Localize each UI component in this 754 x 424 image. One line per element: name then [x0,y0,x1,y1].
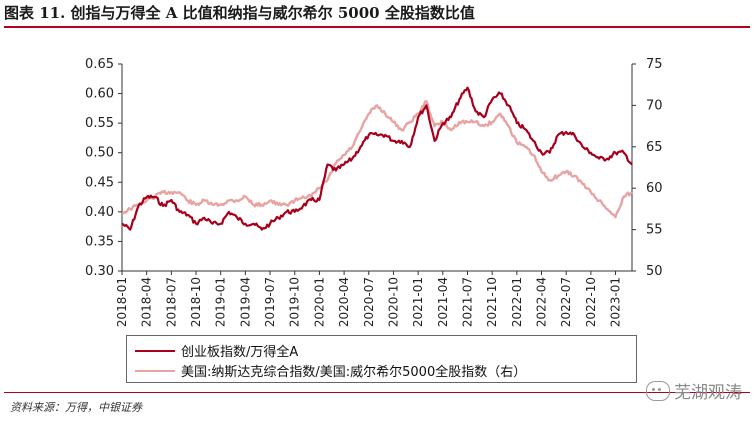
series-line-chinext-ratio [121,86,633,231]
y-right-tick-label: 50 [646,264,663,279]
y-left-tick-label: 0.30 [85,264,114,279]
x-tick-label: 2022-04 [535,277,549,327]
legend-item-series2: 美国:纳斯达克综合指数/美国:威尔希尔5000全股指数（右） [135,361,526,380]
source-rule [4,392,750,393]
y-right-tick-label: 65 [646,140,663,155]
legend-swatch-series2 [135,369,175,372]
y-right-tick-label: 60 [646,181,663,196]
x-tick-label: 2020-01 [312,277,326,327]
legend-item-series1: 创业板指数/万得全A [135,341,298,360]
x-tick-label: 2018-10 [189,277,203,327]
x-tick-label: 2022-01 [510,277,524,327]
x-tick-label: 2022-07 [559,277,573,327]
y-left-tick-label: 0.35 [85,234,114,249]
y-right-tick-label: 55 [646,223,663,238]
x-tick-label: 2021-04 [436,277,450,327]
y-left-tick-label: 0.40 [85,205,114,220]
x-tick-label: 2020-10 [386,277,400,327]
legend-label-series1: 创业板指数/万得全A [181,345,299,360]
figure-title: 图表 11. 创指与万得全 A 比值和纳指与威尔希尔 5000 全股指数比值 [4,4,475,22]
x-tick-label: 2018-01 [115,277,129,327]
x-tick-label: 2019-10 [288,277,302,327]
wechat-icon [646,380,670,401]
y-right-tick-label: 70 [646,98,663,113]
watermark: 芜湖观涛 [646,378,742,403]
x-tick-label: 2020-07 [362,277,376,327]
x-tick-label: 2018-04 [140,277,154,327]
legend-swatch-series1 [135,349,175,352]
y-left-tick-label: 0.50 [85,146,114,161]
y-left-tick-label: 0.65 [85,57,114,72]
x-tick-label: 2020-04 [337,277,351,327]
x-tick-label: 2019-04 [238,277,252,327]
y-right-tick-label: 75 [646,57,663,72]
series-line-nasdaq-ratio [121,100,633,219]
x-tick-label: 2022-10 [584,277,598,327]
x-tick-label: 2021-07 [460,277,474,327]
legend-label-series2: 美国:纳斯达克综合指数/美国:威尔希尔5000全股指数（右） [181,365,527,380]
x-tick-label: 2021-01 [411,277,425,327]
title-rule [4,26,750,28]
watermark-text: 芜湖观涛 [674,383,742,403]
x-tick-label: 2019-07 [263,277,277,327]
x-tick-label: 2023-01 [609,277,623,327]
y-left-tick-label: 0.45 [85,175,114,190]
y-left-tick-label: 0.60 [85,87,114,102]
chart-legend: 创业板指数/万得全A 美国:纳斯达克综合指数/美国:威尔希尔5000全股指数（右… [126,335,637,383]
x-tick-label: 2021-10 [485,277,499,327]
x-tick-label: 2018-07 [164,277,178,327]
source-note: 资料来源：万得，中银证券 [10,401,142,414]
x-tick-label: 2019-01 [214,277,228,327]
y-left-tick-label: 0.55 [85,116,114,131]
